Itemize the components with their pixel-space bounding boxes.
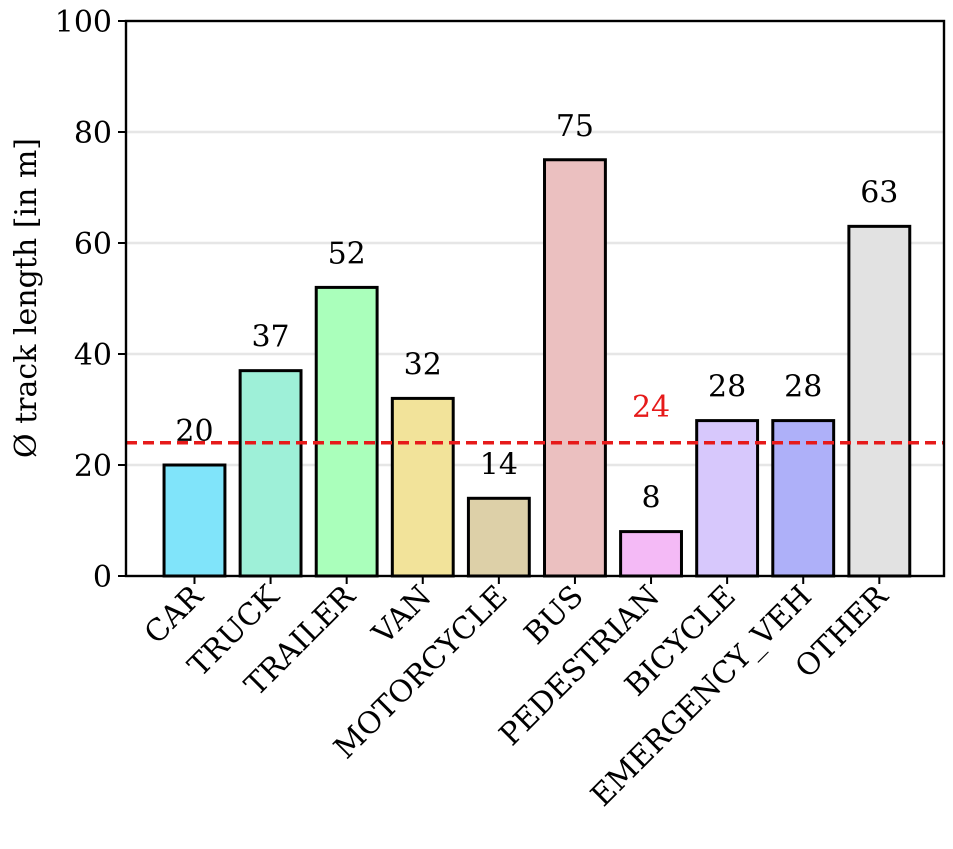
y-tick-label: 60 [74,227,112,262]
mean-value-label: 24 [632,390,670,425]
bar-trailer [314,285,379,578]
bar-car [162,463,227,578]
value-label: 37 [251,320,289,355]
value-label: 63 [860,175,898,210]
y-tick-label: 40 [74,338,112,373]
plot-frame [124,19,946,578]
bar-van [390,396,455,578]
y-tick-label: 80 [74,116,112,151]
mean-line: 24 [126,390,944,445]
value-label: 8 [641,481,660,516]
bar-bus [543,158,607,578]
y-tick-label: 20 [74,449,112,484]
bar-truck [238,369,303,578]
bar-other [847,224,912,578]
y-tick-label: 0 [93,560,112,595]
value-label: 32 [404,347,442,382]
y-tick-label: 100 [55,5,112,40]
y-axis: 0 20 40 60 80 100 [55,5,126,595]
value-labels: 20 37 52 32 14 75 8 28 28 63 [175,109,898,516]
value-label: 14 [480,447,518,482]
value-label: 28 [708,370,746,405]
value-label: 28 [784,370,822,405]
bar-pedestrian [619,530,683,578]
y-axis-label: Ø track length [in m] [9,138,44,458]
bars [162,158,912,578]
bar-bicycle [695,419,760,578]
value-label: 20 [175,414,213,449]
bar-motorcycle [466,496,531,578]
value-label: 52 [328,236,366,271]
value-label: 75 [556,109,594,144]
